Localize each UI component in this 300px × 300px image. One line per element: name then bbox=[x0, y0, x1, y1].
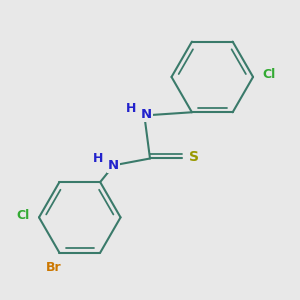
Text: S: S bbox=[189, 150, 199, 164]
Text: H: H bbox=[93, 152, 103, 165]
Text: N: N bbox=[108, 159, 119, 172]
Text: N: N bbox=[141, 108, 152, 121]
Text: Br: Br bbox=[46, 261, 62, 274]
Text: Cl: Cl bbox=[262, 68, 275, 81]
Text: H: H bbox=[126, 102, 136, 115]
Text: Cl: Cl bbox=[16, 208, 30, 222]
